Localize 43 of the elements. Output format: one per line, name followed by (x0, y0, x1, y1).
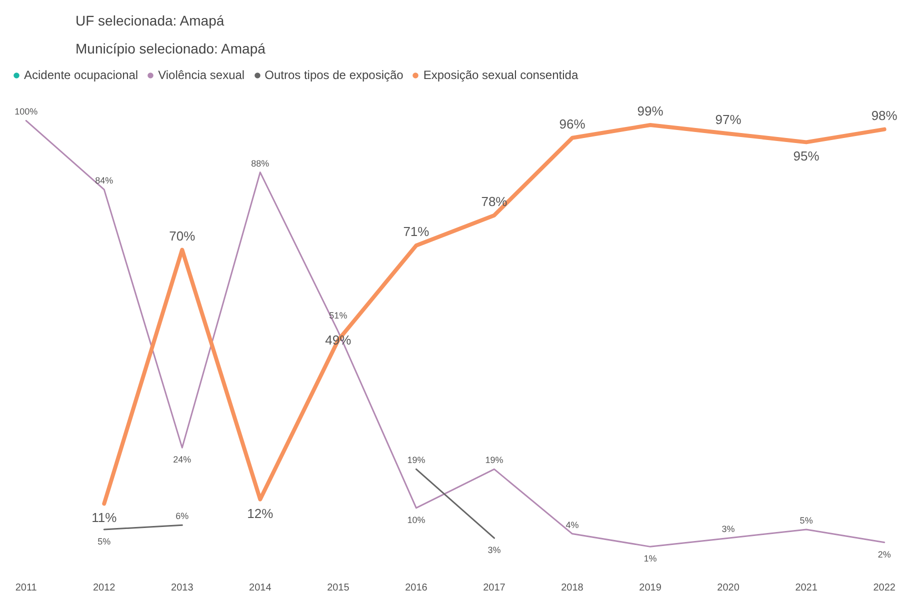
data-label: 24% (173, 454, 192, 465)
data-label: 19% (485, 455, 504, 466)
data-label: 78% (481, 194, 508, 209)
legend-label: Acidente ocupacional (24, 68, 138, 82)
data-label: 71% (403, 224, 430, 239)
x-tick-label: 2011 (15, 582, 38, 594)
legend-label: Outros tipos de exposição (264, 68, 404, 82)
data-label: 88% (251, 158, 270, 168)
data-label: 11% (92, 510, 118, 526)
data-label: 12% (247, 506, 274, 521)
data-label: 3% (488, 545, 501, 556)
data-label: 6% (176, 511, 189, 522)
x-tick-label: 2017 (483, 582, 506, 594)
data-label: 2% (878, 549, 891, 560)
data-label: 5% (800, 515, 813, 526)
x-tick-label: 2015 (327, 582, 350, 594)
x-tick-label: 2021 (795, 582, 818, 594)
data-label: 100% (14, 106, 38, 117)
x-tick-label: 2018 (561, 582, 584, 594)
data-label: 1% (644, 554, 657, 564)
data-label: 97% (715, 112, 742, 128)
x-tick-label: 2014 (249, 582, 272, 594)
data-label: 5% (98, 536, 111, 546)
data-label: 99% (637, 103, 664, 118)
chart-title: UF selecionada: Amapá (76, 12, 224, 28)
data-label: 4% (566, 520, 579, 530)
x-tick-label: 2016 (405, 582, 428, 594)
x-tick-label: 2013 (171, 582, 194, 594)
x-tick-label: 2019 (639, 582, 662, 594)
data-label: 95% (793, 148, 820, 164)
data-label: 98% (871, 108, 898, 123)
data-label: 10% (407, 514, 426, 525)
data-label: 19% (407, 455, 426, 466)
data-label: 3% (722, 524, 735, 534)
data-label: 70% (169, 228, 196, 244)
x-tick-label: 2020 (717, 582, 740, 594)
x-tick-label: 2012 (93, 582, 116, 594)
chart-subtitle: Município selecionado: Amapá (76, 40, 266, 56)
data-label: 96% (559, 116, 586, 132)
legend-label: Violência sexual (158, 68, 245, 82)
legend-label: Exposição sexual consentida (423, 68, 578, 82)
data-label: 84% (95, 176, 114, 186)
x-tick-label: 2022 (873, 582, 896, 594)
